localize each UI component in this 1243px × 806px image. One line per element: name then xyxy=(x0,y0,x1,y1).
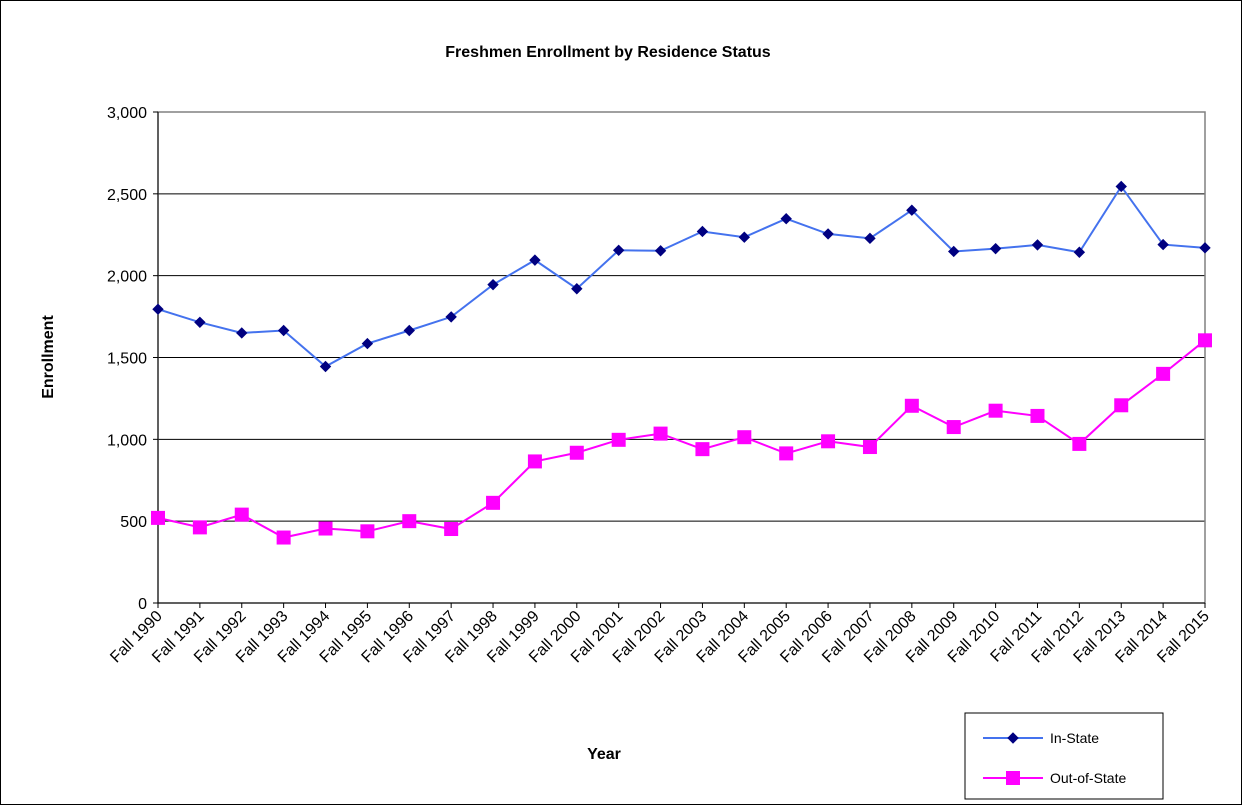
data-point-out-of-state xyxy=(1030,408,1045,423)
data-point-out-of-state xyxy=(569,445,584,460)
data-point-out-of-state xyxy=(1072,436,1087,451)
data-point-in-state xyxy=(571,283,583,295)
data-point-in-state xyxy=(319,360,332,373)
x-axis-title: Year xyxy=(587,746,621,763)
data-point-out-of-state xyxy=(360,524,375,539)
data-point-out-of-state xyxy=(653,426,668,441)
legend-box xyxy=(964,712,1164,800)
data-point-out-of-state xyxy=(151,510,165,525)
y-tick-label: 0 xyxy=(138,596,147,613)
data-point-out-of-state xyxy=(611,432,626,447)
data-point-in-state xyxy=(277,324,290,337)
data-point-out-of-state xyxy=(779,446,794,461)
data-point-out-of-state xyxy=(1198,333,1212,348)
data-point-in-state xyxy=(654,245,667,257)
y-tick-label: 500 xyxy=(120,514,147,531)
data-point-out-of-state xyxy=(821,434,836,449)
data-point-in-state xyxy=(864,232,876,245)
data-point-out-of-state xyxy=(444,522,459,537)
y-tick-label: 2,000 xyxy=(107,269,147,286)
data-point-out-of-state xyxy=(402,514,417,529)
data-point-in-state xyxy=(1073,246,1086,258)
chart-title: Freshmen Enrollment by Residence Status xyxy=(445,44,771,61)
data-point-out-of-state xyxy=(695,442,710,457)
y-tick-label: 2,500 xyxy=(107,187,147,204)
legend-marker-out-of-state xyxy=(1006,771,1020,785)
data-point-in-state xyxy=(152,303,164,315)
data-point-in-state xyxy=(948,245,960,258)
data-point-out-of-state xyxy=(904,398,919,413)
data-point-in-state xyxy=(361,337,374,350)
data-point-in-state xyxy=(906,204,918,216)
data-point-out-of-state xyxy=(276,530,291,545)
data-point-in-state xyxy=(403,324,415,337)
legend-marker-in-state xyxy=(1007,732,1019,744)
data-point-out-of-state xyxy=(192,520,207,535)
data-point-out-of-state xyxy=(1114,398,1129,413)
legend-label-out-of-state: Out-of-State xyxy=(1050,770,1126,786)
data-point-in-state xyxy=(1157,238,1169,251)
data-point-in-state xyxy=(445,311,457,323)
data-point-in-state xyxy=(822,228,834,240)
data-point-in-state xyxy=(696,225,709,238)
data-point-in-state xyxy=(236,327,248,339)
data-point-in-state xyxy=(1031,239,1044,251)
legend-label-in-state: In-State xyxy=(1050,730,1099,746)
data-point-out-of-state xyxy=(737,430,752,445)
data-point-out-of-state xyxy=(527,454,542,469)
data-point-in-state xyxy=(1115,180,1127,193)
data-point-in-state xyxy=(194,316,206,329)
data-point-in-state xyxy=(612,244,625,257)
legend: In-State Out-of-State xyxy=(964,712,1164,800)
series-line-in-state xyxy=(157,184,1206,368)
data-point-out-of-state xyxy=(1156,366,1171,381)
y-tick-label: 1,000 xyxy=(107,432,147,449)
data-point-out-of-state xyxy=(234,507,249,522)
series-lines xyxy=(151,180,1212,545)
data-point-in-state xyxy=(738,231,751,243)
data-point-out-of-state xyxy=(988,403,1003,418)
data-point-out-of-state xyxy=(946,420,961,435)
data-point-in-state xyxy=(487,278,499,291)
data-point-out-of-state xyxy=(862,440,877,455)
data-point-in-state xyxy=(1199,242,1211,254)
y-tick-label: 3,000 xyxy=(107,105,147,122)
data-point-out-of-state xyxy=(486,495,501,510)
y-tick-label: 1,500 xyxy=(107,351,147,368)
data-point-in-state xyxy=(529,254,541,266)
data-point-out-of-state xyxy=(318,521,333,536)
y-axis-title: Enrollment xyxy=(40,315,57,399)
data-point-in-state xyxy=(780,213,792,225)
data-point-in-state xyxy=(989,242,1002,255)
